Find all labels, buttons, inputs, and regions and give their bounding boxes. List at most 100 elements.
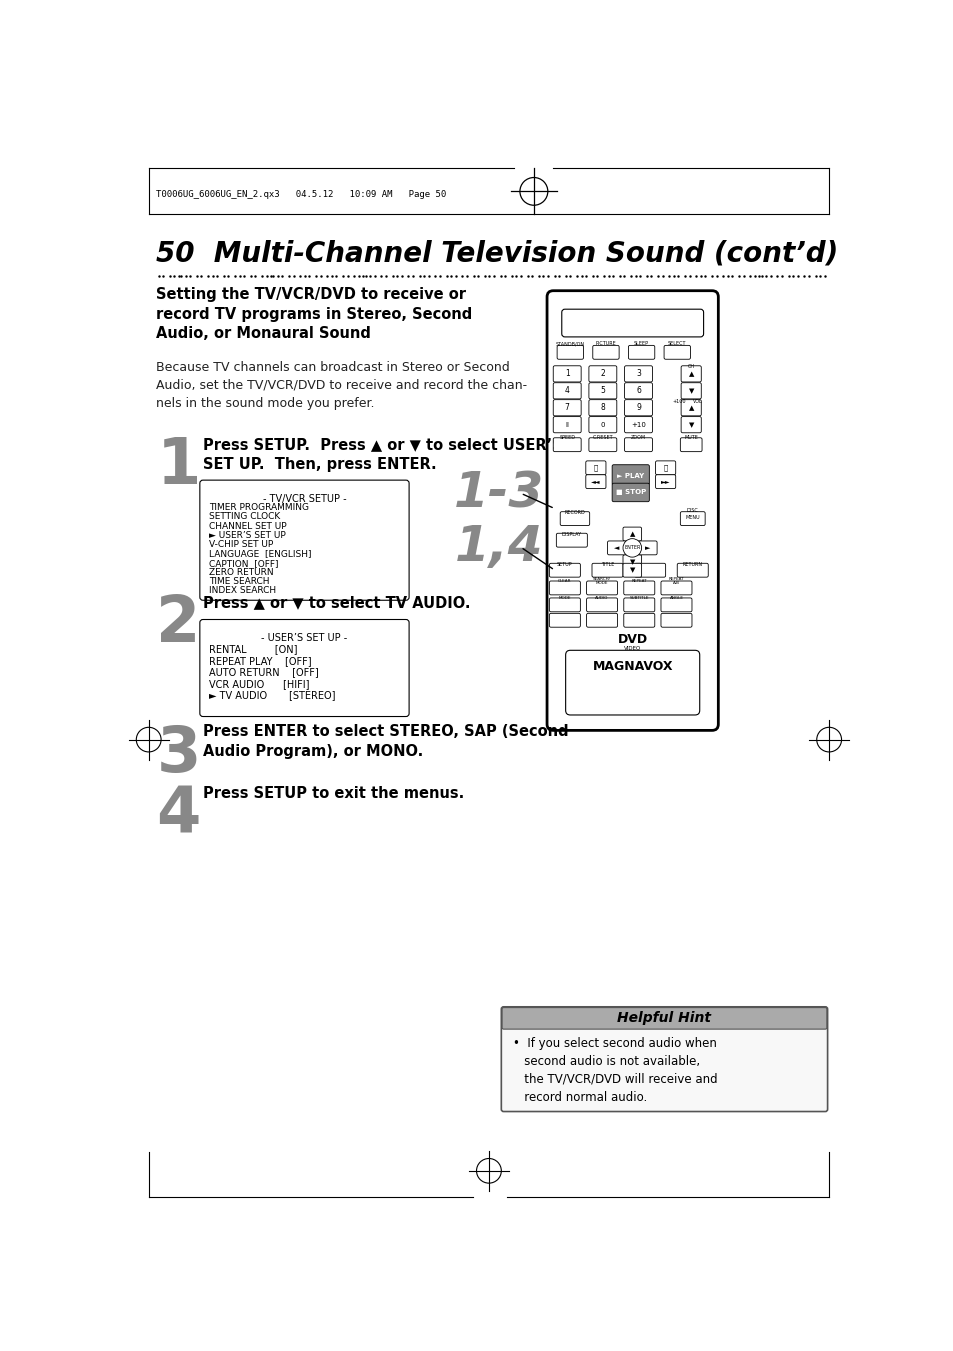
FancyBboxPatch shape (546, 290, 718, 731)
FancyBboxPatch shape (677, 563, 707, 577)
FancyBboxPatch shape (557, 346, 583, 359)
Text: Press ENTER to select STEREO, SAP (Second
Audio Program), or MONO.: Press ENTER to select STEREO, SAP (Secon… (203, 724, 568, 759)
FancyBboxPatch shape (588, 416, 617, 432)
Text: RETURN: RETURN (682, 562, 702, 566)
Text: ► TV AUDIO       [STEREO]: ► TV AUDIO [STEREO] (209, 690, 335, 700)
FancyBboxPatch shape (586, 598, 617, 612)
FancyBboxPatch shape (680, 400, 700, 416)
Text: 3: 3 (156, 723, 201, 785)
FancyBboxPatch shape (624, 416, 652, 432)
Text: - USER’S SET UP -: - USER’S SET UP - (261, 634, 347, 643)
Text: REPEAT: REPEAT (631, 580, 646, 584)
Text: CHANNEL SET UP: CHANNEL SET UP (209, 521, 287, 531)
Text: 4: 4 (564, 386, 569, 396)
Text: Press ▲ or ▼ to select TV AUDIO.: Press ▲ or ▼ to select TV AUDIO. (203, 594, 470, 609)
FancyBboxPatch shape (660, 598, 691, 612)
FancyBboxPatch shape (612, 484, 649, 501)
Text: •  If you select second audio when
   second audio is not available,
   the TV/V: • If you select second audio when second… (513, 1036, 717, 1104)
Text: ZOOM: ZOOM (630, 435, 645, 439)
Text: INDEX SEARCH: INDEX SEARCH (209, 586, 276, 596)
Text: Helpful Hint: Helpful Hint (617, 1012, 711, 1025)
Text: ▲: ▲ (688, 372, 693, 377)
Text: 3: 3 (636, 369, 640, 378)
FancyBboxPatch shape (592, 563, 622, 577)
FancyBboxPatch shape (607, 540, 625, 555)
FancyBboxPatch shape (586, 613, 617, 627)
Text: LANGUAGE  [ENGLISH]: LANGUAGE [ENGLISH] (209, 550, 312, 558)
Text: CAPTION  [OFF]: CAPTION [OFF] (209, 559, 278, 567)
Text: REPEAT
A-B: REPEAT A-B (668, 577, 683, 585)
FancyBboxPatch shape (680, 382, 700, 399)
Text: ► PLAY: ► PLAY (617, 473, 643, 478)
FancyBboxPatch shape (553, 382, 580, 399)
FancyBboxPatch shape (592, 346, 618, 359)
FancyBboxPatch shape (549, 581, 579, 594)
Text: ► USER’S SET UP: ► USER’S SET UP (209, 531, 286, 540)
FancyBboxPatch shape (553, 366, 580, 382)
FancyBboxPatch shape (624, 400, 652, 416)
Text: ▼: ▼ (629, 559, 635, 565)
FancyBboxPatch shape (638, 540, 657, 555)
Text: C.RESET: C.RESET (592, 435, 613, 439)
Text: ◄◄: ◄◄ (591, 480, 600, 484)
Text: ⏭: ⏭ (662, 465, 667, 471)
FancyBboxPatch shape (549, 598, 579, 612)
Text: STANDB/ON: STANDB/ON (556, 342, 584, 346)
Text: DVD: DVD (617, 634, 647, 646)
FancyBboxPatch shape (623, 581, 654, 594)
Text: MENU: MENU (684, 515, 700, 520)
FancyBboxPatch shape (663, 346, 690, 359)
FancyBboxPatch shape (634, 563, 665, 577)
FancyBboxPatch shape (623, 613, 654, 627)
Text: ANGLE: ANGLE (669, 596, 682, 600)
Text: Press SETUP.  Press ▲ or ▼ to select USER’S
SET UP.  Then, press ENTER.: Press SETUP. Press ▲ or ▼ to select USER… (203, 436, 562, 471)
Text: 2: 2 (156, 593, 201, 655)
Text: Because TV channels can broadcast in Stereo or Second
Audio, set the TV/VCR/DVD : Because TV channels can broadcast in Ste… (156, 361, 527, 409)
Text: T0006UG_6006UG_EN_2.qx3   04.5.12   10:09 AM   Page 50: T0006UG_6006UG_EN_2.qx3 04.5.12 10:09 AM… (156, 190, 446, 199)
Text: RENTAL         [ON]: RENTAL [ON] (209, 644, 297, 654)
Text: ▼: ▼ (629, 567, 635, 573)
Text: TITLE: TITLE (600, 562, 614, 566)
FancyBboxPatch shape (679, 438, 701, 451)
Text: 4: 4 (156, 785, 201, 846)
Text: 1-3: 1-3 (454, 469, 543, 517)
Text: 1: 1 (564, 369, 569, 378)
FancyBboxPatch shape (585, 474, 605, 489)
Text: PICTURE: PICTURE (595, 342, 616, 346)
Text: VIDEO: VIDEO (623, 646, 640, 651)
FancyBboxPatch shape (660, 613, 691, 627)
Text: ■ STOP: ■ STOP (615, 489, 645, 496)
FancyBboxPatch shape (559, 512, 589, 526)
Text: DISC: DISC (686, 508, 698, 513)
FancyBboxPatch shape (622, 527, 641, 540)
Text: 9: 9 (636, 403, 640, 412)
FancyBboxPatch shape (588, 438, 617, 451)
Text: ►: ► (644, 544, 650, 551)
FancyBboxPatch shape (679, 512, 704, 526)
Text: VCR AUDIO      [HIFI]: VCR AUDIO [HIFI] (209, 678, 310, 689)
FancyBboxPatch shape (500, 1006, 827, 1112)
FancyBboxPatch shape (586, 581, 617, 594)
Text: SETTING CLOCK: SETTING CLOCK (209, 512, 280, 521)
Text: ▲: ▲ (629, 531, 635, 538)
Text: 1: 1 (156, 435, 201, 497)
FancyBboxPatch shape (553, 416, 580, 432)
Text: ▼: ▼ (688, 422, 693, 428)
Text: SEARCH/
MODE: SEARCH/ MODE (593, 577, 611, 585)
Text: 7: 7 (564, 403, 569, 412)
Text: +100: +100 (671, 399, 685, 404)
FancyBboxPatch shape (622, 563, 641, 577)
Text: Press SETUP to exit the menus.: Press SETUP to exit the menus. (203, 786, 464, 801)
FancyBboxPatch shape (612, 465, 649, 485)
FancyBboxPatch shape (624, 382, 652, 399)
Text: MODE: MODE (558, 596, 571, 600)
Text: Setting the TV/VCR/DVD to receive or
record TV programs in Stereo, Second
Audio,: Setting the TV/VCR/DVD to receive or rec… (156, 286, 472, 342)
Text: SLEEP: SLEEP (634, 342, 648, 346)
Text: AUDIO: AUDIO (595, 596, 608, 600)
FancyBboxPatch shape (588, 382, 617, 399)
Circle shape (622, 539, 641, 557)
FancyBboxPatch shape (585, 461, 605, 474)
FancyBboxPatch shape (553, 400, 580, 416)
Text: RECORD: RECORD (564, 509, 585, 515)
Text: TIMER PROGRAMMING: TIMER PROGRAMMING (209, 503, 309, 512)
